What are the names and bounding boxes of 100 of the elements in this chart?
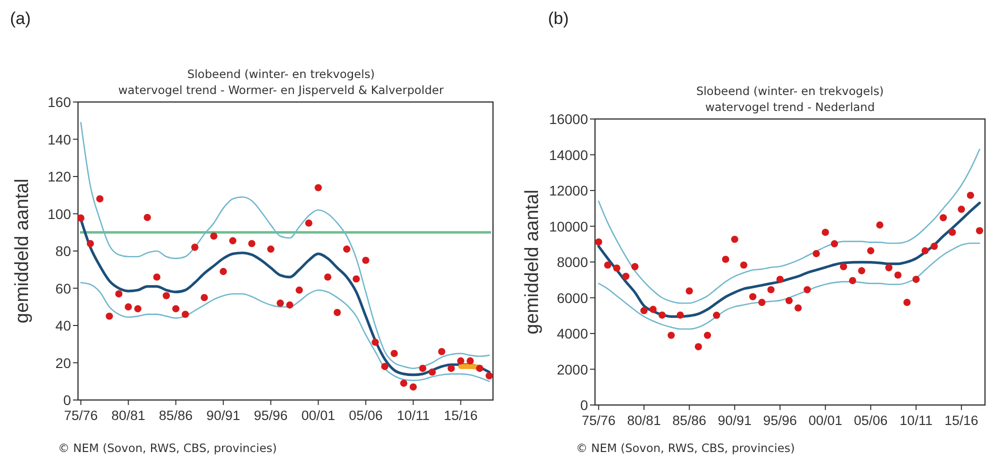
point: [822, 228, 829, 236]
point: [668, 332, 675, 339]
y-tick-label: 100: [48, 206, 72, 222]
y-tick-label: 60: [55, 280, 72, 296]
point: [200, 294, 208, 302]
point: [604, 261, 612, 269]
point: [686, 287, 693, 295]
x-tick-label: 95/96: [763, 413, 797, 428]
y-tick-label: 40: [55, 318, 72, 334]
x-tick-label: 00/01: [301, 408, 336, 423]
point: [867, 247, 874, 254]
point: [658, 311, 666, 319]
point: [457, 357, 464, 364]
point: [438, 348, 446, 356]
point: [286, 301, 294, 309]
y-tick-label: 12000: [549, 182, 588, 198]
point: [144, 214, 151, 222]
x-tick-label: 85/86: [158, 408, 193, 423]
chart-subtitle: watervogel trend - Wormer- en Jisperveld & Kalverpolder: [118, 83, 444, 97]
point: [191, 244, 198, 251]
point: [324, 273, 332, 281]
x-tick-label: 15/16: [444, 408, 478, 423]
point: [381, 362, 388, 370]
point: [694, 343, 702, 350]
point: [948, 228, 956, 236]
point: [267, 246, 274, 253]
y-tick-label: 10000: [549, 218, 588, 234]
point: [958, 206, 966, 213]
point: [466, 357, 474, 364]
y-tick-label: 0: [63, 392, 72, 408]
x-tick-label: 10/11: [396, 408, 430, 423]
chart-title: Slobeend (winter- en trekvogels): [187, 67, 375, 81]
text: © NEM (Sovon, RWS, CBS, provincies): [58, 441, 277, 455]
point: [812, 250, 820, 258]
point: [894, 271, 902, 279]
point: [640, 307, 648, 314]
x-tick-label: 95/96: [254, 408, 288, 423]
point: [96, 195, 104, 202]
point: [77, 214, 84, 222]
point: [115, 290, 122, 298]
chart-title: Slobeend (winter- en trekvogels): [696, 84, 884, 98]
line-series: [598, 148, 980, 304]
y-tick-label: 8000: [556, 254, 588, 270]
x-tick-label: 80/81: [111, 408, 146, 423]
y-tick-label: 140: [48, 131, 72, 148]
point: [622, 272, 630, 280]
point: [804, 286, 811, 294]
text: © NEM (Sovon, RWS, CBS, provincies): [576, 441, 795, 455]
point: [124, 303, 132, 310]
point: [676, 311, 684, 319]
point: [976, 227, 984, 234]
x-tick-label: 85/86: [672, 413, 706, 428]
point: [276, 300, 284, 307]
point: [903, 298, 911, 306]
point: [296, 286, 303, 294]
point: [334, 308, 341, 316]
y-tick-label: 14000: [549, 146, 588, 163]
x-tick-label: 75/76: [64, 408, 98, 423]
point: [476, 364, 484, 372]
point: [86, 240, 94, 248]
point: [162, 292, 170, 300]
y-axis-title: gemiddeld aantal: [522, 190, 543, 334]
text: (b): [548, 9, 569, 28]
y-tick-label: 4000: [556, 326, 588, 342]
y-tick-label: 80: [55, 243, 72, 259]
text: (a): [10, 9, 31, 28]
point: [966, 192, 974, 199]
point: [210, 232, 218, 240]
x-tick-label: 05/06: [348, 408, 383, 423]
point: [314, 184, 322, 192]
x-tick-label: 80/81: [627, 413, 661, 428]
point: [740, 261, 748, 269]
x-tick-label: 05/06: [854, 413, 888, 428]
y-tick-label: 0: [580, 397, 588, 413]
point: [390, 350, 398, 358]
point: [922, 247, 929, 254]
point: [428, 368, 436, 376]
point: [785, 297, 793, 304]
point: [912, 276, 920, 283]
point: [448, 364, 455, 372]
x-tick-label: 15/16: [944, 413, 978, 428]
point: [704, 332, 712, 339]
point: [248, 240, 256, 248]
point: [885, 264, 892, 272]
line-series: [598, 242, 980, 330]
point: [486, 372, 493, 380]
point: [182, 310, 189, 318]
y-tick-label: 160: [48, 94, 72, 110]
point: [758, 298, 766, 306]
point: [722, 256, 730, 263]
point: [106, 312, 113, 320]
y-tick-label: 6000: [556, 290, 588, 306]
point: [153, 273, 160, 281]
point: [305, 219, 312, 227]
point: [858, 267, 866, 274]
point: [343, 246, 350, 253]
point: [419, 364, 426, 372]
x-tick-label: 10/11: [900, 413, 932, 428]
point: [767, 286, 775, 294]
x-tick-label: 00/01: [808, 413, 842, 428]
